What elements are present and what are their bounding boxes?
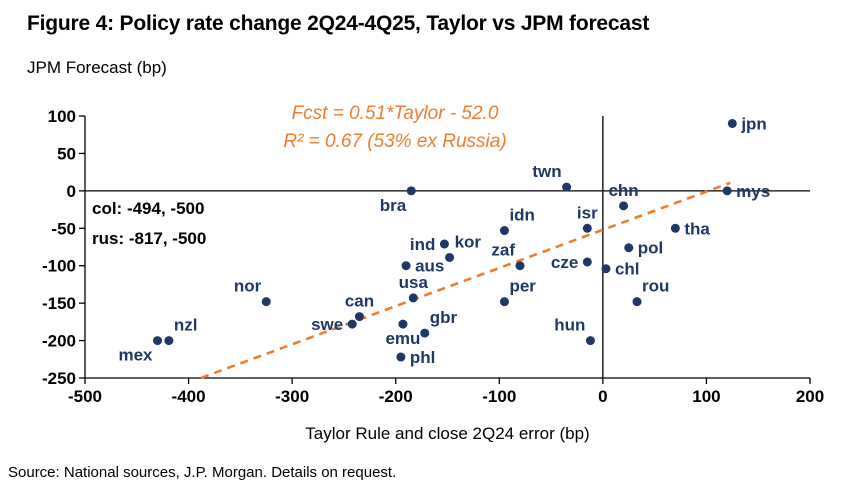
point-label-emu: emu: [385, 329, 420, 348]
point-label-twn: twn: [532, 162, 561, 181]
point-label-mex: mex: [118, 346, 153, 365]
point-label-can: can: [345, 292, 374, 311]
point-label-chl: chl: [615, 260, 640, 279]
data-point-nor: [261, 297, 271, 307]
zero-lines: [85, 116, 810, 378]
x-tick-label: 100: [692, 387, 720, 406]
point-label-jpn: jpn: [740, 114, 767, 133]
data-point-mex: [153, 336, 162, 346]
data-point-mys: [722, 186, 732, 196]
data-point-tha: [670, 223, 680, 233]
data-point-gbr: [420, 328, 430, 338]
x-tick-label: -300: [275, 387, 309, 406]
data-point-bra: [406, 186, 416, 196]
x-axis-ticks: -500 -400 -300 -200 -100 0 100 200: [68, 378, 824, 406]
y-axis-title: JPM Forecast (bp): [27, 58, 167, 77]
y-tick-label: -200: [42, 332, 76, 351]
point-label-kor: kor: [455, 232, 482, 251]
point-label-cze: cze: [551, 253, 578, 272]
y-tick-label: -50: [51, 219, 76, 238]
data-point-pol: [624, 243, 634, 253]
point-label-chn: chn: [608, 181, 638, 200]
point-labels: jpn mys twn chn bra isr tha idn ind kor pol zaf cze c…: [118, 114, 770, 367]
point-label-usa: usa: [399, 273, 429, 292]
x-tick-label: 0: [598, 387, 607, 406]
data-point-hun: [585, 336, 595, 346]
x-tick-label: 200: [796, 387, 824, 406]
y-tick-label: 50: [57, 144, 76, 163]
x-tick-label: -500: [68, 387, 102, 406]
point-label-swe: swe: [311, 315, 343, 334]
data-point-emu: [398, 319, 408, 329]
data-point-isr: [582, 223, 592, 233]
point-label-idn: idn: [509, 206, 535, 225]
y-tick-label: -250: [42, 369, 76, 388]
data-point-swe: [347, 319, 357, 329]
point-label-aus: aus: [415, 257, 444, 276]
point-label-ind: ind: [410, 235, 436, 254]
point-label-nzl: nzl: [174, 316, 198, 335]
data-point-per: [499, 297, 509, 307]
data-point-phl: [396, 352, 406, 362]
trend-dashed-line: [200, 181, 731, 380]
data-point-kor: [445, 252, 455, 262]
y-tick-label: 0: [67, 182, 76, 201]
data-point-jpn: [727, 118, 737, 128]
point-label-per: per: [509, 277, 536, 296]
x-axis-title: Taylor Rule and close 2Q24 error (bp): [305, 424, 590, 443]
point-label-phl: phl: [410, 348, 436, 367]
data-point-aus: [401, 261, 411, 271]
point-label-pol: pol: [638, 239, 664, 258]
axis-lines: [84, 116, 810, 379]
point-label-tha: tha: [684, 219, 710, 238]
y-tick-label: -150: [42, 294, 76, 313]
point-label-rou: rou: [642, 277, 669, 296]
data-point-zaf: [515, 261, 525, 271]
data-point-chl: [601, 264, 611, 274]
data-points: [153, 118, 737, 362]
data-point-can: [354, 312, 364, 322]
trend-line: [200, 181, 731, 380]
data-point-cze: [582, 257, 592, 267]
y-axis-ticks: 100 50 0 -50 -100 -150 -200 -250: [42, 107, 85, 388]
point-label-isr: isr: [577, 203, 598, 222]
point-label-hun: hun: [554, 316, 585, 335]
point-label-gbr: gbr: [430, 308, 458, 327]
source-note: Source: National sources, J.P. Morgan. D…: [8, 464, 397, 481]
data-point-nzl: [164, 336, 174, 346]
data-point-idn: [499, 226, 509, 236]
point-label-nor: nor: [234, 277, 262, 296]
x-tick-label: -200: [379, 387, 413, 406]
chart-title: Figure 4: Policy rate change 2Q24-4Q25, …: [27, 12, 650, 35]
x-tick-label: -100: [482, 387, 516, 406]
y-tick-label: 100: [48, 107, 76, 126]
point-label-bra: bra: [380, 196, 407, 215]
data-point-rou: [632, 297, 642, 307]
point-label-zaf: zaf: [491, 241, 515, 260]
data-point-usa: [408, 293, 418, 303]
data-point-ind: [439, 239, 449, 249]
data-point-twn: [562, 182, 572, 192]
x-tick-label: -400: [172, 387, 206, 406]
y-tick-label: -100: [42, 257, 76, 276]
scatter-plot: -500 -400 -300 -200 -100 0 100 200 100 50 0 -50 -100…: [42, 107, 824, 406]
point-label-mys: mys: [736, 182, 770, 201]
data-point-chn: [619, 201, 629, 211]
